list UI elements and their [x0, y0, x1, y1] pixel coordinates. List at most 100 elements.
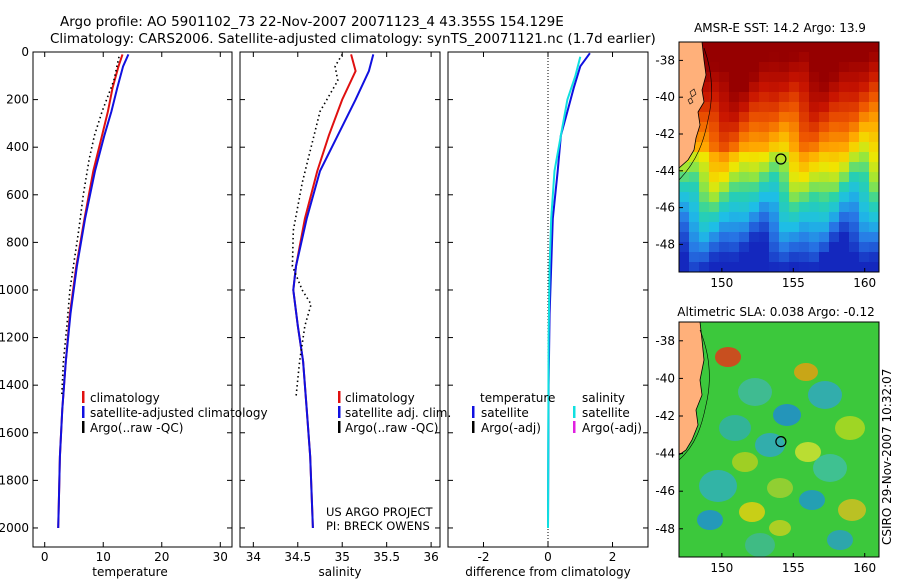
- sst-cell: [759, 252, 770, 263]
- sst-cell: [819, 82, 830, 93]
- sst-cell: [729, 102, 740, 113]
- sst-cell: [799, 142, 810, 153]
- sst-cell: [809, 82, 820, 93]
- sst-cell: [859, 112, 870, 123]
- sst-cell: [769, 92, 780, 103]
- sst-cell: [869, 162, 880, 173]
- sst-cell: [839, 132, 850, 143]
- legend-title-salinity: salinity: [582, 391, 625, 405]
- sst-cell: [769, 242, 780, 253]
- map-x-tick-label: 150: [710, 276, 733, 290]
- sst-cell: [759, 112, 770, 123]
- sla-anomaly: [813, 454, 847, 482]
- sst-cell: [789, 252, 800, 263]
- sst-cell: [809, 202, 820, 213]
- sst-cell: [779, 242, 790, 253]
- map-y-tick-label: -42: [655, 127, 675, 141]
- sst-cell: [729, 142, 740, 153]
- sst-cell: [789, 72, 800, 83]
- sst-cell: [779, 52, 790, 63]
- sst-cell: [839, 232, 850, 243]
- sst-cell: [769, 112, 780, 123]
- sst-cell: [729, 202, 740, 213]
- map-x-tick-label: 160: [853, 276, 876, 290]
- sst-cell: [809, 192, 820, 203]
- sst-cell: [809, 222, 820, 233]
- sst-cell: [709, 202, 720, 213]
- sst-cell: [859, 122, 870, 133]
- salinity-series: [291, 53, 375, 529]
- legend-swatch-sat: [82, 406, 85, 418]
- sla-anomaly: [827, 530, 853, 550]
- sst-cell: [769, 162, 780, 173]
- sst-cell: [859, 202, 870, 213]
- sst-cell: [809, 182, 820, 193]
- sst-cell: [719, 52, 730, 63]
- y-tick-label: 400: [6, 140, 29, 154]
- sst-cell: [709, 42, 720, 53]
- sst-cell: [759, 182, 770, 193]
- sst-cell: [699, 92, 710, 103]
- sla-anomaly: [773, 404, 801, 426]
- legend-swatch-argo: [82, 421, 85, 433]
- salinity-ticks: 34 34.5 35 35.5 36: [240, 51, 440, 564]
- sst-cell: [719, 242, 730, 253]
- sst-cell: [739, 112, 750, 123]
- sst-cell: [779, 262, 790, 273]
- sst-cell: [769, 142, 780, 153]
- sst-cell: [699, 132, 710, 143]
- sst-cell: [759, 142, 770, 153]
- sst-cell: [829, 52, 840, 63]
- sst-cell: [679, 182, 690, 193]
- sst-cell: [859, 82, 870, 93]
- sst-cell: [739, 152, 750, 163]
- sst-cell: [799, 102, 810, 113]
- sla-map-title: Altimetric SLA: 0.038 Argo: -0.12: [677, 305, 874, 319]
- sst-map-ticks: 150 155 160 -38 -40 -42 -44 -46 -48: [655, 53, 876, 290]
- sst-cell: [759, 42, 770, 53]
- sst-cell: [749, 212, 760, 223]
- sst-cell: [719, 182, 730, 193]
- sla-anomaly: [799, 490, 825, 510]
- sst-cell: [699, 112, 710, 123]
- sst-cell: [819, 192, 830, 203]
- sst-cell: [849, 122, 860, 133]
- y-tick-label: 800: [6, 235, 29, 249]
- sst-cell: [849, 112, 860, 123]
- sst-cell: [769, 52, 780, 63]
- legend-swatch-clim: [82, 391, 85, 403]
- sst-cell: [699, 262, 710, 273]
- sst-cell: [829, 102, 840, 113]
- sst-cell: [809, 142, 820, 153]
- sst-cell: [709, 132, 720, 143]
- sst-cell: [699, 162, 710, 173]
- sst-cell: [819, 62, 830, 73]
- sst-cell: [809, 122, 820, 133]
- map-x-tick-label: 160: [853, 561, 876, 575]
- sst-cell: [739, 82, 750, 93]
- sst-cell: [779, 212, 790, 223]
- sst-cell: [839, 52, 850, 63]
- sst-cell: [779, 132, 790, 143]
- sst-cell: [809, 262, 820, 273]
- sst-cell: [849, 212, 860, 223]
- sst-cell: [699, 82, 710, 93]
- sst-cell: [789, 52, 800, 63]
- sst-cell: [779, 92, 790, 103]
- temperature-axes: [32, 51, 233, 548]
- sst-cell: [869, 142, 880, 153]
- sla-anomaly: [835, 416, 865, 440]
- sst-cell: [869, 72, 880, 83]
- sst-cell: [719, 142, 730, 153]
- sst-cell: [789, 42, 800, 53]
- sst-cell: [759, 62, 770, 73]
- sst-cell: [809, 162, 820, 173]
- sst-cell: [679, 212, 690, 223]
- sst-cell: [799, 262, 810, 273]
- x-tick-label: 0: [41, 550, 49, 564]
- series-line-satellite-adj-clim-: [292, 54, 375, 529]
- sst-cell: [679, 202, 690, 213]
- sst-cell: [819, 142, 830, 153]
- sst-color-field: [679, 42, 880, 273]
- sla-anomaly: [838, 499, 866, 521]
